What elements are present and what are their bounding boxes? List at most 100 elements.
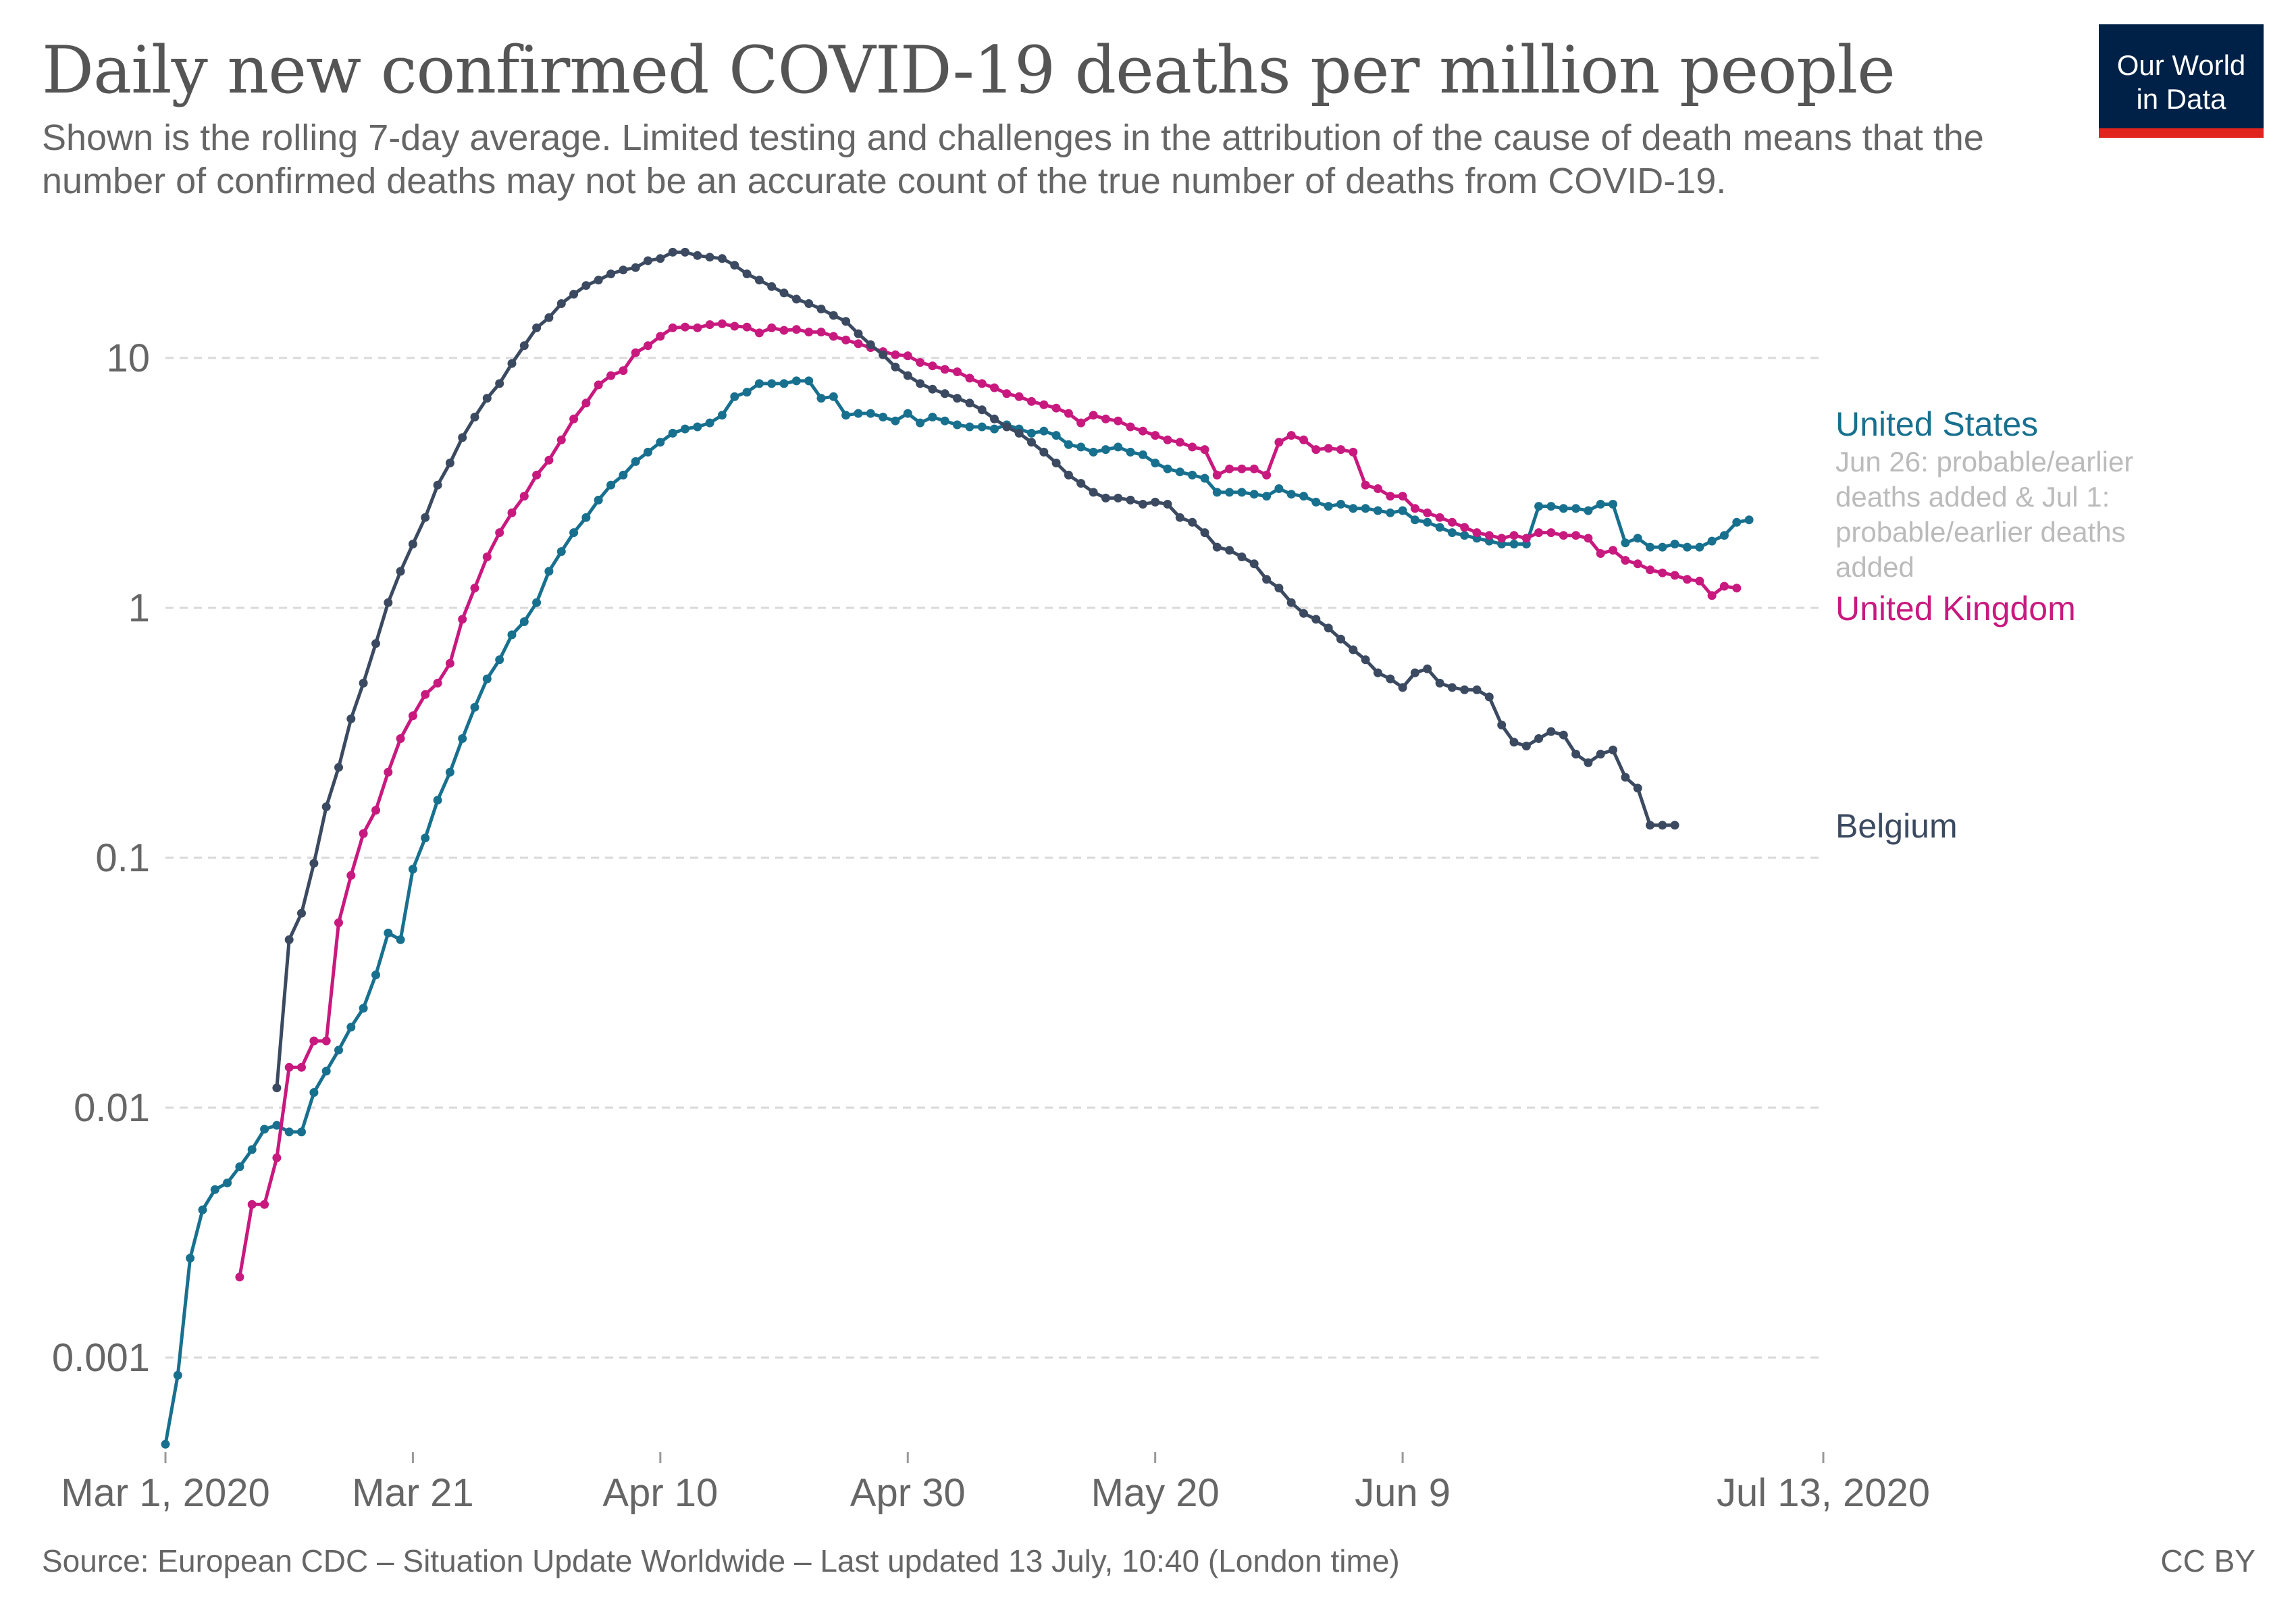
data-point[interactable] — [309, 1088, 319, 1097]
data-point[interactable] — [891, 416, 900, 426]
data-point[interactable] — [210, 1185, 219, 1194]
data-point[interactable] — [284, 935, 294, 944]
data-point[interactable] — [1051, 459, 1061, 467]
data-point[interactable] — [754, 328, 764, 338]
data-point[interactable] — [1299, 435, 1308, 444]
label-united-states[interactable]: United States — [1835, 405, 2038, 443]
data-point[interactable] — [284, 1062, 294, 1072]
data-point[interactable] — [1299, 492, 1308, 501]
data-point[interactable] — [1744, 515, 1754, 525]
data-point[interactable] — [779, 326, 789, 335]
data-point[interactable] — [334, 918, 343, 927]
data-point[interactable] — [916, 418, 925, 428]
data-point[interactable] — [470, 702, 479, 712]
data-point[interactable] — [1546, 528, 1556, 538]
data-point[interactable] — [804, 328, 814, 337]
data-point[interactable] — [408, 711, 417, 721]
data-point[interactable] — [1225, 464, 1234, 473]
data-point[interactable] — [1138, 450, 1147, 459]
data-point[interactable] — [1670, 540, 1679, 548]
data-point[interactable] — [247, 1200, 257, 1209]
data-point[interactable] — [384, 598, 393, 607]
data-point[interactable] — [1670, 821, 1679, 830]
data-point[interactable] — [1435, 513, 1444, 522]
data-point[interactable] — [854, 329, 863, 338]
data-point[interactable] — [1212, 488, 1222, 497]
data-point[interactable] — [1695, 576, 1704, 586]
data-point[interactable] — [1126, 447, 1135, 457]
data-point[interactable] — [1571, 750, 1581, 758]
data-point[interactable] — [965, 422, 974, 432]
data-point[interactable] — [1559, 531, 1568, 540]
data-point[interactable] — [953, 394, 962, 403]
data-point[interactable] — [433, 796, 442, 805]
data-point[interactable] — [1138, 426, 1147, 436]
data-point[interactable] — [1311, 615, 1321, 624]
data-point[interactable] — [717, 254, 727, 263]
data-point[interactable] — [829, 392, 838, 401]
data-point[interactable] — [866, 340, 875, 349]
data-point[interactable] — [556, 435, 566, 444]
data-point[interactable] — [1336, 500, 1345, 509]
data-point[interactable] — [1064, 409, 1073, 418]
series-united-states[interactable] — [161, 376, 1754, 1449]
data-point[interactable] — [569, 414, 579, 423]
data-point[interactable] — [1633, 559, 1642, 569]
data-point[interactable] — [458, 734, 467, 743]
data-point[interactable] — [1200, 528, 1209, 538]
data-point[interactable] — [1484, 531, 1494, 540]
data-point[interactable] — [1274, 484, 1284, 493]
data-point[interactable] — [841, 317, 851, 326]
data-point[interactable] — [1707, 591, 1717, 600]
data-point[interactable] — [495, 655, 504, 665]
data-point[interactable] — [1311, 445, 1321, 455]
data-point[interactable] — [433, 480, 442, 490]
data-point[interactable] — [198, 1205, 207, 1214]
data-point[interactable] — [1126, 495, 1135, 505]
data-point[interactable] — [1064, 440, 1073, 449]
data-point[interactable] — [1584, 534, 1593, 543]
data-point[interactable] — [606, 269, 616, 278]
data-point[interactable] — [1249, 490, 1259, 499]
data-point[interactable] — [1349, 504, 1358, 513]
data-point[interactable] — [1398, 683, 1407, 692]
data-point[interactable] — [693, 251, 702, 260]
data-point[interactable] — [173, 1370, 182, 1380]
data-point[interactable] — [1571, 504, 1581, 513]
data-point[interactable] — [458, 433, 467, 442]
data-point[interactable] — [321, 1066, 331, 1076]
data-point[interactable] — [854, 339, 863, 349]
data-point[interactable] — [656, 438, 665, 447]
data-point[interactable] — [1484, 692, 1494, 702]
data-point[interactable] — [1472, 528, 1482, 538]
data-point[interactable] — [421, 833, 430, 843]
data-point[interactable] — [544, 567, 554, 576]
data-point[interactable] — [816, 328, 826, 337]
data-point[interactable] — [1460, 531, 1469, 540]
data-point[interactable] — [1076, 418, 1086, 428]
data-point[interactable] — [309, 1036, 319, 1046]
data-point[interactable] — [1596, 500, 1605, 509]
data-point[interactable] — [767, 323, 777, 332]
data-point[interactable] — [606, 371, 616, 380]
data-point[interactable] — [631, 263, 640, 272]
data-point[interactable] — [321, 802, 331, 811]
data-point[interactable] — [1002, 422, 1012, 432]
data-point[interactable] — [1423, 664, 1432, 673]
data-point[interactable] — [1262, 575, 1272, 584]
data-point[interactable] — [1534, 528, 1544, 538]
data-point[interactable] — [594, 276, 603, 285]
data-point[interactable] — [1361, 655, 1370, 665]
data-point[interactable] — [990, 383, 999, 392]
data-point[interactable] — [1571, 531, 1581, 540]
data-point[interactable] — [544, 455, 554, 465]
data-point[interactable] — [519, 341, 529, 351]
data-point[interactable] — [903, 371, 912, 380]
data-point[interactable] — [767, 379, 777, 388]
data-point[interactable] — [1064, 470, 1073, 480]
data-point[interactable] — [260, 1125, 269, 1134]
data-point[interactable] — [990, 414, 999, 423]
data-point[interactable] — [482, 394, 492, 403]
data-point[interactable] — [507, 508, 517, 517]
data-point[interactable] — [223, 1178, 232, 1187]
